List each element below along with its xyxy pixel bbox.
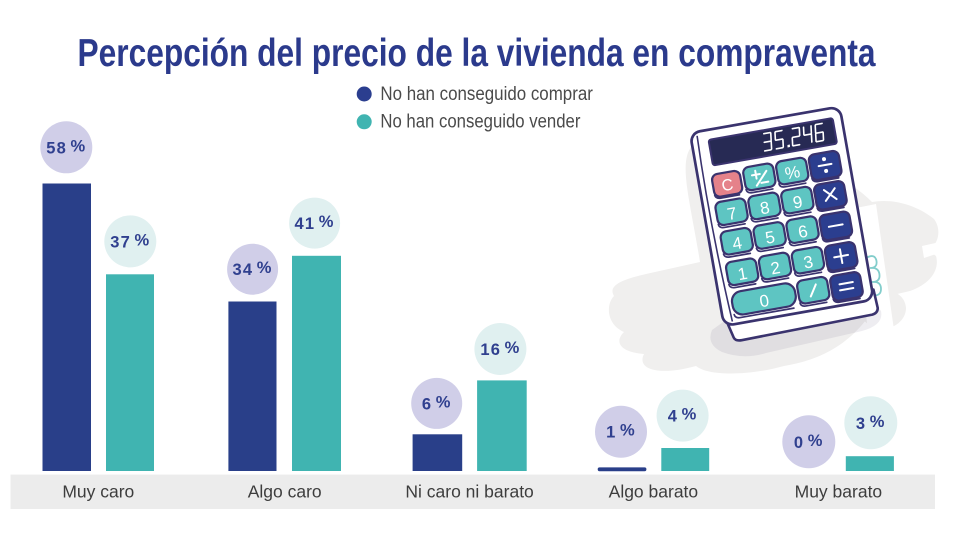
svg-text:37%: 37% [110,231,150,251]
svg-text:7: 7 [726,204,739,224]
svg-text:8: 8 [759,198,772,218]
svg-text:No han conseguido comprar: No han conseguido comprar [380,84,593,105]
svg-text:1: 1 [736,264,749,284]
svg-text:16%: 16% [480,339,520,359]
svg-text:2: 2 [769,258,782,278]
svg-text:Algo caro: Algo caro [248,482,322,502]
svg-text:34%: 34% [233,259,273,279]
svg-text:4: 4 [731,233,744,253]
svg-text:0: 0 [758,291,771,311]
svg-text:6: 6 [797,222,810,242]
svg-text:Percepción del precio de la vi: Percepción del precio de la vivienda en … [78,32,876,75]
svg-text:Muy barato: Muy barato [795,482,883,502]
svg-text:58%: 58% [46,137,86,157]
svg-text:5: 5 [764,228,777,248]
svg-text:6%: 6% [422,393,452,413]
svg-text:41%: 41% [295,213,335,233]
svg-text:9: 9 [791,192,804,212]
svg-text:0%: 0% [794,432,824,452]
svg-text:3%: 3% [856,413,886,433]
svg-text:1%: 1% [606,422,636,442]
svg-text:3: 3 [802,252,815,272]
svg-text:No han conseguido vender: No han conseguido vender [380,112,581,133]
svg-text:Algo barato: Algo barato [609,482,699,502]
svg-text:C: C [720,176,734,195]
svg-text:Ni caro ni barato: Ni caro ni barato [405,482,533,502]
svg-text:4%: 4% [668,406,698,426]
svg-text:Muy caro: Muy caro [62,482,134,502]
svg-text:%: % [783,162,801,183]
